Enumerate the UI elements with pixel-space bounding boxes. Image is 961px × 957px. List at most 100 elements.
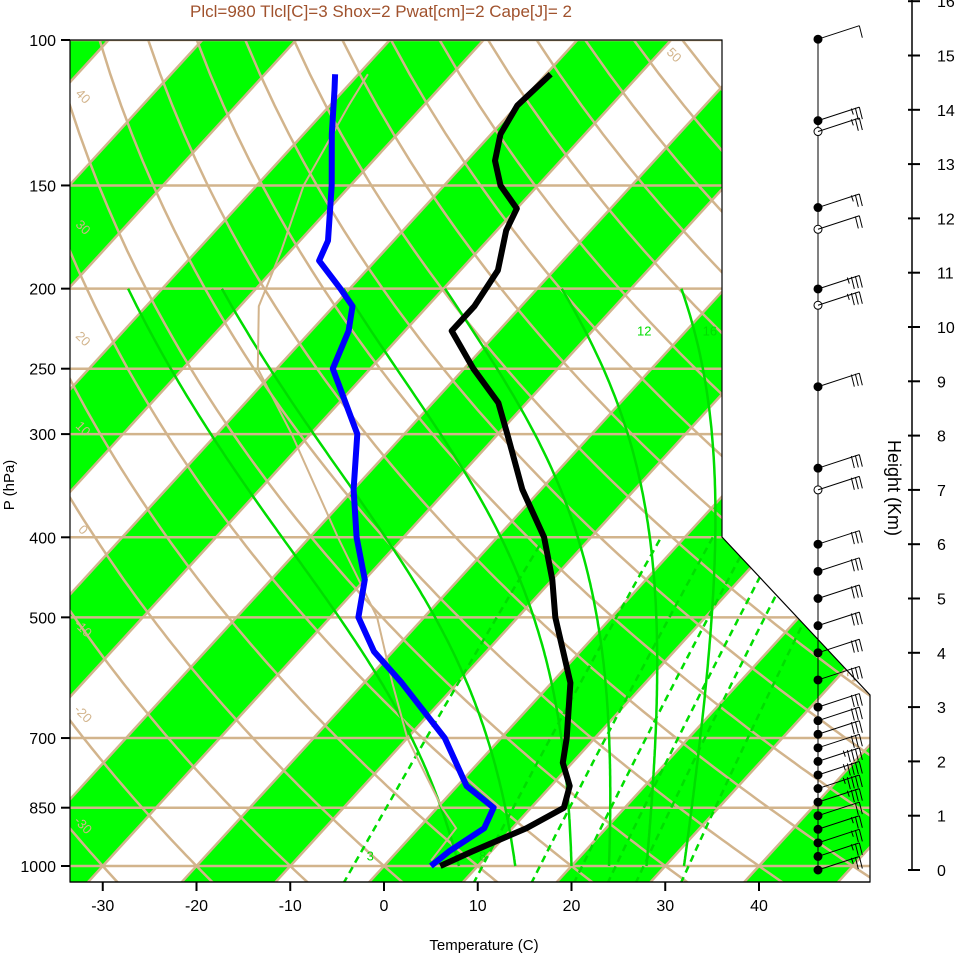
wind-barb xyxy=(817,733,860,749)
p-tick-label: 500 xyxy=(29,610,56,627)
wind-barb-half-feather xyxy=(850,830,854,837)
wind-barb-feather xyxy=(858,291,863,304)
height-tick-label: 8 xyxy=(937,429,946,446)
wind-barb xyxy=(817,788,860,803)
wind-barb-feather xyxy=(850,613,855,626)
wind-barb-feather xyxy=(850,694,855,708)
mixing-ratio-line xyxy=(634,536,807,882)
wind-barb xyxy=(817,193,860,209)
isotherm xyxy=(70,40,485,882)
dewpoint-profile xyxy=(316,74,497,869)
mixing-ratio-line xyxy=(472,536,663,882)
moist-adiabat-lines xyxy=(126,288,717,867)
wind-barb xyxy=(817,117,860,132)
wind-barb xyxy=(817,801,860,817)
wind-barb xyxy=(817,638,860,654)
dry-adiabat xyxy=(195,40,870,882)
dry-adiabat xyxy=(70,40,310,882)
wind-barb xyxy=(817,720,860,735)
wind-barb-feather xyxy=(850,749,855,762)
dry-adiabat xyxy=(70,40,595,882)
wind-barb-half-feather xyxy=(846,277,850,284)
axes: -30 -20 -10 0 10 20 30 401001502002503004005007… xyxy=(20,0,955,915)
wind-barb-feather xyxy=(854,667,859,680)
wind-barb-feather xyxy=(858,802,863,815)
mixing-ratio-line xyxy=(342,536,546,882)
mixing-ratio-line xyxy=(606,536,782,882)
wind-barb-feather xyxy=(854,789,859,802)
wind-barb-feather xyxy=(850,293,855,306)
wind-barb xyxy=(817,530,860,545)
height-tick-label: 14 xyxy=(937,103,955,120)
moist-adiabat xyxy=(220,288,517,867)
wind-barb-feather xyxy=(858,815,863,828)
moist-adiabat xyxy=(443,288,612,867)
wind-barb-feather xyxy=(846,763,851,776)
wind-barb xyxy=(817,774,860,790)
p-tick-label: 850 xyxy=(29,801,56,818)
height-tick-label: 16 xyxy=(937,0,955,11)
wind-barb-feather xyxy=(854,373,859,387)
wind-barb-feather xyxy=(854,707,859,720)
wind-barb-feather xyxy=(858,761,863,774)
height-axis-label: Height (Km) xyxy=(884,440,904,536)
temperature-profile xyxy=(439,72,574,869)
p-tick-label: 700 xyxy=(29,731,56,748)
height-tick-label: 15 xyxy=(937,49,955,66)
p-tick-label: 400 xyxy=(29,530,56,547)
moist-adiabat xyxy=(680,288,717,867)
x-tick-label: 0 xyxy=(380,898,389,915)
isotherm xyxy=(70,40,766,882)
wind-barb xyxy=(817,274,860,290)
wind-barb-feather xyxy=(858,25,863,38)
wind-barb-half-feather xyxy=(842,777,846,784)
height-tick-label: 3 xyxy=(937,700,946,717)
wind-barb-feather xyxy=(854,558,859,571)
dry-adiabat xyxy=(70,40,215,882)
dry-adiabat xyxy=(98,40,785,882)
wind-barb-feather xyxy=(854,748,859,761)
moist-adiabat xyxy=(342,288,573,867)
wind-barb xyxy=(817,372,860,388)
wind-barb-feather xyxy=(858,373,863,386)
wind-barb-feather xyxy=(858,454,863,467)
isotherm xyxy=(70,40,672,882)
wind-barb-feather xyxy=(850,374,855,387)
wind-barb-feather xyxy=(858,476,863,489)
wind-barb-half-feather xyxy=(842,764,846,771)
wind-barb xyxy=(817,665,860,681)
isotherm-band xyxy=(555,40,870,882)
wind-barb-feather xyxy=(858,117,863,131)
dry-adiabat-label: 0 xyxy=(722,460,742,480)
dry-adiabat-label: 30 xyxy=(719,117,746,144)
wind-barb-half-feather xyxy=(850,844,854,851)
wind-barb-feather xyxy=(858,107,863,120)
p-tick-label: 200 xyxy=(29,282,56,299)
mixing-ratio-line xyxy=(530,536,714,882)
dry-adiabat xyxy=(438,40,870,882)
height-tick-label: 7 xyxy=(937,483,946,500)
isotherm-bands xyxy=(70,40,870,882)
wind-barb xyxy=(817,291,860,306)
wind-barb-feather xyxy=(854,216,859,229)
moist-adiabat xyxy=(560,288,659,867)
wind-barb-feather xyxy=(850,477,855,490)
dry-adiabat xyxy=(147,40,870,882)
dry-adiabat-label: 10 xyxy=(773,550,800,577)
wind-barb-feather xyxy=(854,721,859,734)
isotherm-label: 60 xyxy=(758,44,779,65)
chart-title: Plcl=980 Tlcl[C]=3 Shox=2 Pwat[cm]=2 Cap… xyxy=(190,2,572,21)
wind-barb-feather xyxy=(858,829,863,842)
wind-barb-feather xyxy=(858,747,863,761)
parcel-path xyxy=(256,73,458,862)
dry-adiabat-label: 30 xyxy=(843,659,870,686)
wind-barb-feather xyxy=(858,612,863,625)
wind-barb-feather xyxy=(854,276,859,289)
wind-barb-feather xyxy=(854,639,859,653)
height-tick-label: 1 xyxy=(937,809,946,826)
dry-adiabat xyxy=(292,40,870,882)
wind-barb-feather xyxy=(846,749,851,763)
wind-barb-feather xyxy=(858,215,863,228)
wind-barb xyxy=(817,815,860,830)
x-tick-label: -20 xyxy=(185,898,208,915)
